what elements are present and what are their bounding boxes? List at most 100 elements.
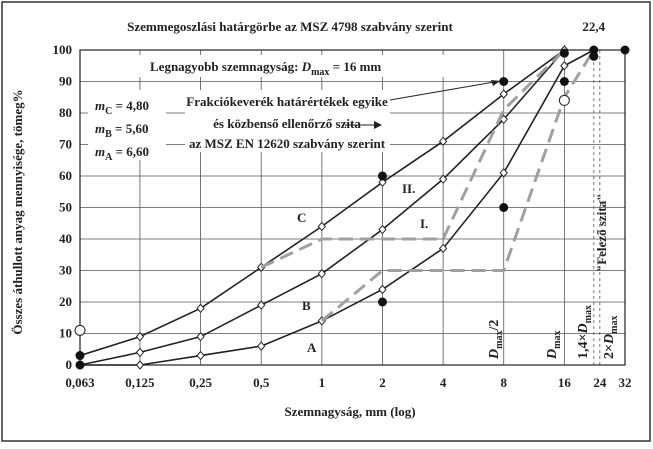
y-tick-label: 100: [53, 42, 73, 57]
x-tick-label: 1: [319, 375, 326, 390]
control-point: [377, 297, 387, 307]
y-axis-label: Összes áthullott anyag mennyisége, tömeg…: [10, 89, 25, 334]
top-tick-label: 22,4: [582, 19, 605, 34]
curve-label: II.: [402, 181, 415, 196]
control-point: [499, 203, 509, 212]
arrow: [389, 80, 501, 101]
y-tick-label: 70: [59, 137, 72, 152]
y-tick-label: 40: [59, 231, 72, 246]
control-point: [559, 48, 569, 58]
marker: [135, 360, 145, 370]
plot: 0 10 20 30 40 50 60 70 80 90 100 0,063 0,125 0,25 0,5 1…: [53, 19, 632, 390]
control-point: [75, 360, 85, 370]
x-tick-label: 4: [440, 375, 447, 390]
marker: [438, 174, 448, 184]
open-point: [74, 324, 86, 336]
vertical-label: 2×Dmax: [602, 316, 620, 359]
box-note: és közbenső ellenőrző szita: [213, 116, 361, 131]
label-part: max: [583, 305, 594, 323]
x-tick-label: 16: [558, 375, 572, 390]
label-part: D: [602, 334, 617, 345]
chart-title: Szemmegoszlási határgörbe az MSZ 4798 sz…: [127, 19, 453, 34]
label-part: max: [494, 331, 505, 349]
curve-label: I.: [420, 216, 428, 231]
curve: [260, 48, 566, 269]
note-bg: [185, 90, 390, 152]
subscript: B: [105, 129, 112, 140]
control-point: [589, 51, 599, 61]
x-tick-label: 0,125: [125, 375, 155, 390]
y-tick-label: 60: [59, 168, 72, 183]
marker: [560, 60, 569, 71]
curve-label: A: [307, 340, 317, 355]
marker: [378, 284, 387, 295]
control-point: [620, 45, 630, 55]
annotations: Legnagyobb szemnagyság: Dmax = 16 mm Fra…: [88, 55, 620, 360]
subscript: C: [105, 106, 112, 117]
label-part: D: [545, 349, 560, 360]
marker: [438, 136, 448, 147]
fineness-label: mB = 5,60: [95, 121, 148, 140]
box-note: Frakciókeverék határértékek egyike: [186, 94, 388, 109]
curve-label: B: [302, 298, 311, 313]
open-point: [558, 94, 570, 106]
curve-label: C: [297, 210, 306, 225]
x-tick-label: 0,5: [253, 375, 270, 390]
value: = 6,60: [112, 144, 149, 159]
symbol: m: [95, 144, 105, 159]
x-tick-label: 2: [379, 375, 386, 390]
marker: [499, 89, 508, 99]
control-point: [589, 45, 599, 55]
value: = 5,60: [112, 121, 149, 136]
x-tick-label: 0,25: [189, 375, 212, 390]
x-tick-label: 24: [593, 375, 607, 390]
marker: [499, 168, 508, 178]
y-tick-label: 50: [59, 200, 72, 215]
y-tick-label: 30: [59, 263, 72, 278]
curve: [80, 49, 595, 366]
control-point: [559, 77, 569, 86]
x-axis-label: Szemnagyság, mm (log): [284, 404, 415, 419]
marker: [257, 300, 266, 310]
vertical-label: 1,4×Dmax: [576, 305, 594, 359]
y-tick-label: 80: [59, 105, 72, 120]
label-part: D: [487, 349, 502, 360]
marker: [378, 177, 387, 188]
dmax-note: Legnagyobb szemnagyság: Dmax = 16 mm: [150, 59, 381, 78]
marker: [317, 221, 326, 232]
vertical-label: Dmax/2: [487, 320, 505, 360]
control-point: [75, 351, 85, 361]
fineness-label: mC = 4,80: [95, 98, 149, 117]
curve: [320, 49, 596, 323]
y-tick-label: 0: [66, 357, 73, 372]
marker: [196, 303, 205, 314]
marker: [196, 331, 205, 342]
marker: [257, 341, 266, 351]
value: = 4,80: [112, 98, 149, 113]
x-tick-label: 0,063: [65, 375, 95, 390]
label-part: 1,4×: [576, 334, 591, 359]
x-tick-label: 32: [619, 375, 632, 390]
control-point: [377, 171, 387, 181]
x-tick-label: 8: [500, 375, 507, 390]
vertical-label: Dmax: [545, 331, 563, 360]
marker: [196, 350, 205, 361]
sieve-label: "Felező szita": [594, 194, 609, 272]
label-part: /2: [487, 320, 502, 332]
y-tick-label: 10: [59, 326, 72, 341]
marker: [378, 224, 387, 235]
label-part: max: [609, 316, 620, 334]
box-note: az MSZ EN 12620 szabvány szerint: [189, 136, 386, 151]
control-point: [499, 77, 509, 86]
fineness-label: mA = 6,60: [95, 144, 149, 163]
note-bg: [88, 90, 166, 160]
marker: [135, 347, 145, 358]
y-tick-label: 20: [59, 294, 72, 309]
plot-border: [79, 49, 626, 366]
note-bg: [130, 55, 450, 77]
y-tick-label: 90: [59, 74, 72, 89]
subscript: A: [105, 152, 113, 163]
symbol: m: [95, 98, 105, 113]
label-part: 2×: [602, 344, 617, 359]
